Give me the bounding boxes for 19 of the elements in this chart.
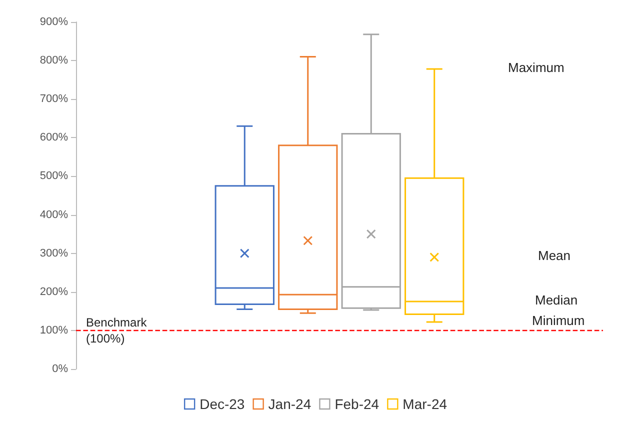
- y-tick-label: 100%: [40, 324, 68, 336]
- annotation: Mean: [538, 248, 571, 264]
- y-tick-label: 500%: [40, 170, 68, 182]
- y-tick-label: 400%: [40, 208, 68, 221]
- y-tick-label: 200%: [40, 286, 68, 298]
- y-tick-label: 700%: [40, 93, 68, 106]
- legend-label: Mar-24: [402, 396, 448, 412]
- annotation: Median: [535, 292, 578, 308]
- annotation: Maximum: [508, 60, 564, 76]
- y-tick-label: 300%: [40, 247, 68, 260]
- ref-line-label: Benchmark (100%): [86, 315, 148, 346]
- legend-label: Feb-24: [334, 396, 380, 412]
- y-tick-label: 600%: [40, 132, 68, 144]
- annotation: Minimum: [532, 312, 585, 328]
- y-tick-label: 0%: [52, 363, 68, 375]
- legend-label: Jan-24: [268, 396, 312, 412]
- y-tick-label: 800%: [40, 54, 68, 67]
- legend-label: Dec-23: [200, 396, 245, 412]
- y-tick-label: 900%: [40, 16, 68, 28]
